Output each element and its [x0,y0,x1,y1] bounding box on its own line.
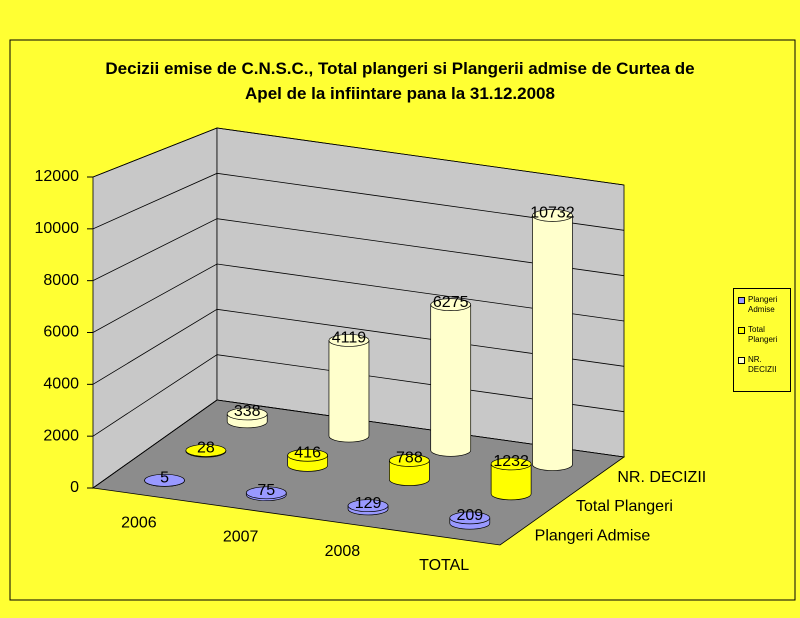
legend-item: Plangeri Admise [738,295,788,315]
data-label: 28 [197,440,215,457]
bar-body [532,215,573,471]
y-tick-label: 8000 [43,272,79,289]
legend-label: Total Plangeri [748,325,778,344]
legend-label: Plangeri Admise [748,295,778,314]
bar-body [389,460,430,486]
data-label: 4119 [332,330,367,347]
x-tick-label: 2007 [223,529,259,546]
grid-line [92,399,625,489]
bar-body [490,463,532,501]
x-tick-label: TOTAL [419,557,469,574]
bar [490,457,532,501]
data-label: 5 [160,470,169,487]
bar-top [347,499,389,513]
legend: Plangeri Admise Total Plangeri NR. DECIZII [733,288,791,392]
bar-top [389,454,430,467]
legend-swatch [738,357,745,364]
depth-label: NR. DECIZII [617,469,706,486]
bar-top [328,334,370,347]
y-tick-label: 10000 [35,220,80,237]
bar [245,486,287,502]
bar-top [245,486,287,500]
data-label: 75 [257,482,275,499]
chart-title: Decizii emise de C.N.S.C., Total planger… [105,59,695,103]
legend-swatch [738,327,745,334]
legend-swatch [738,297,745,304]
bar [389,454,430,486]
data-label: 416 [294,444,321,461]
bar-top [226,407,268,421]
depth-label: Total Plangeri [576,498,673,515]
x-tick-label: 2006 [121,514,157,531]
grid-line [92,263,625,333]
legend-label: NR. DECIZII [748,355,777,374]
bar-top [449,511,491,525]
y-tick-label: 0 [70,479,79,496]
data-label: 788 [396,450,423,467]
data-label: 209 [456,507,483,524]
bar [226,407,268,429]
y-tick-label: 2000 [43,427,79,444]
bar [144,473,185,487]
y-tick-label: 4000 [43,376,79,393]
bar-top [430,298,472,312]
data-label: 10732 [530,205,575,222]
bar-body [430,304,472,457]
grid-line [92,172,625,231]
bar [449,511,491,530]
data-label: 1232 [493,453,529,470]
grid-line [92,127,625,186]
bar-top [532,209,573,222]
bar-top [144,473,185,487]
data-label: 129 [355,495,382,512]
bar [347,499,389,516]
x-tick-label: 2008 [325,543,361,560]
grid-line [92,308,625,385]
bar-top [185,444,227,457]
data-label: 6275 [433,294,469,311]
bar [328,334,370,443]
bar [287,448,328,472]
y-tick-label: 6000 [43,324,79,341]
grid-line [92,218,625,282]
bar [185,444,227,458]
bar [430,298,472,457]
grid-line [92,354,625,437]
data-label: 338 [234,403,261,420]
legend-item: Total Plangeri [738,325,788,345]
bar-top [490,457,532,471]
depth-label: Plangeri Admise [535,528,651,545]
legend-item: NR. DECIZII [738,355,788,375]
bar-top [287,448,328,462]
y-tick-label: 12000 [35,168,80,185]
bar [532,209,573,471]
bar-body [328,340,370,443]
